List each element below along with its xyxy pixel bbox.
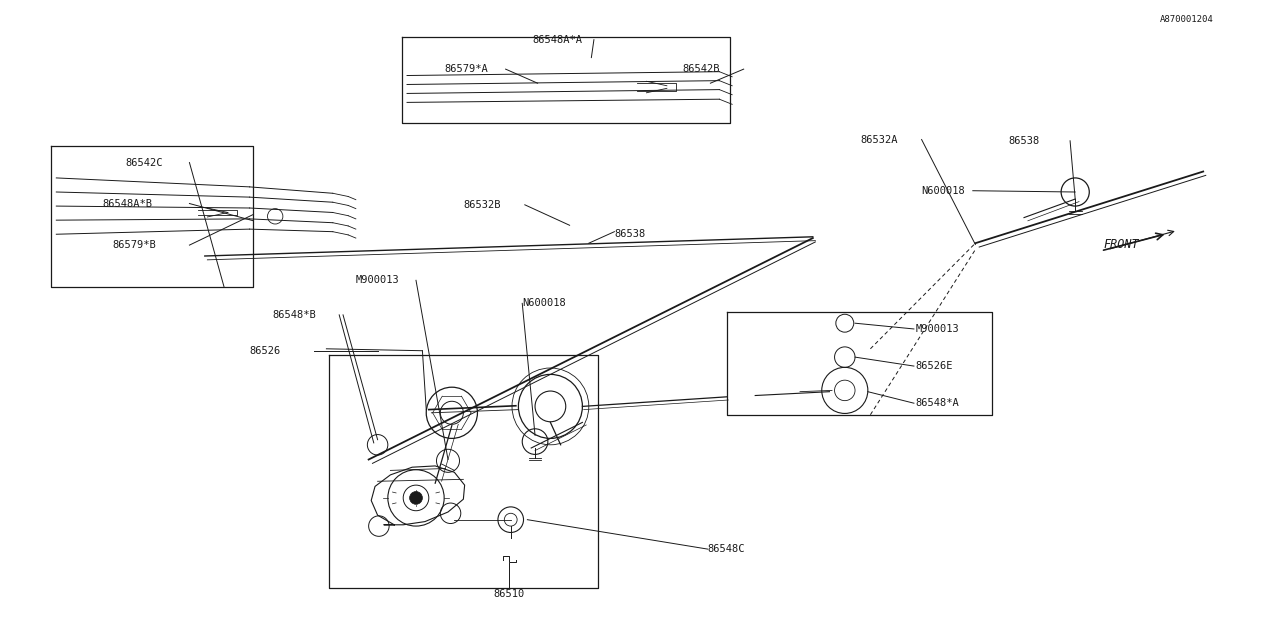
Circle shape [410, 492, 422, 504]
Text: 86538: 86538 [1009, 136, 1039, 146]
Text: 86526E: 86526E [915, 361, 952, 371]
Text: 86548A*A: 86548A*A [532, 35, 582, 45]
Text: 86532B: 86532B [463, 200, 500, 210]
Text: 86548A*B: 86548A*B [102, 198, 152, 209]
Text: M900013: M900013 [915, 324, 959, 334]
Text: 86548*A: 86548*A [915, 398, 959, 408]
Text: 86538: 86538 [614, 228, 645, 239]
Text: 86532A: 86532A [860, 134, 897, 145]
Text: 86510: 86510 [494, 589, 525, 599]
Text: 86579*A: 86579*A [444, 64, 488, 74]
Text: 86542B: 86542B [682, 64, 719, 74]
Text: 86526: 86526 [250, 346, 280, 356]
Text: 86548C: 86548C [708, 544, 745, 554]
Text: N600018: N600018 [522, 298, 566, 308]
Text: N600018: N600018 [922, 186, 965, 196]
Text: 86548*B: 86548*B [273, 310, 316, 320]
Text: A870001204: A870001204 [1160, 15, 1213, 24]
Text: 86542C: 86542C [125, 157, 163, 168]
Text: M900013: M900013 [356, 275, 399, 285]
Text: 86579*B: 86579*B [113, 240, 156, 250]
Text: FRONT: FRONT [1103, 238, 1139, 251]
